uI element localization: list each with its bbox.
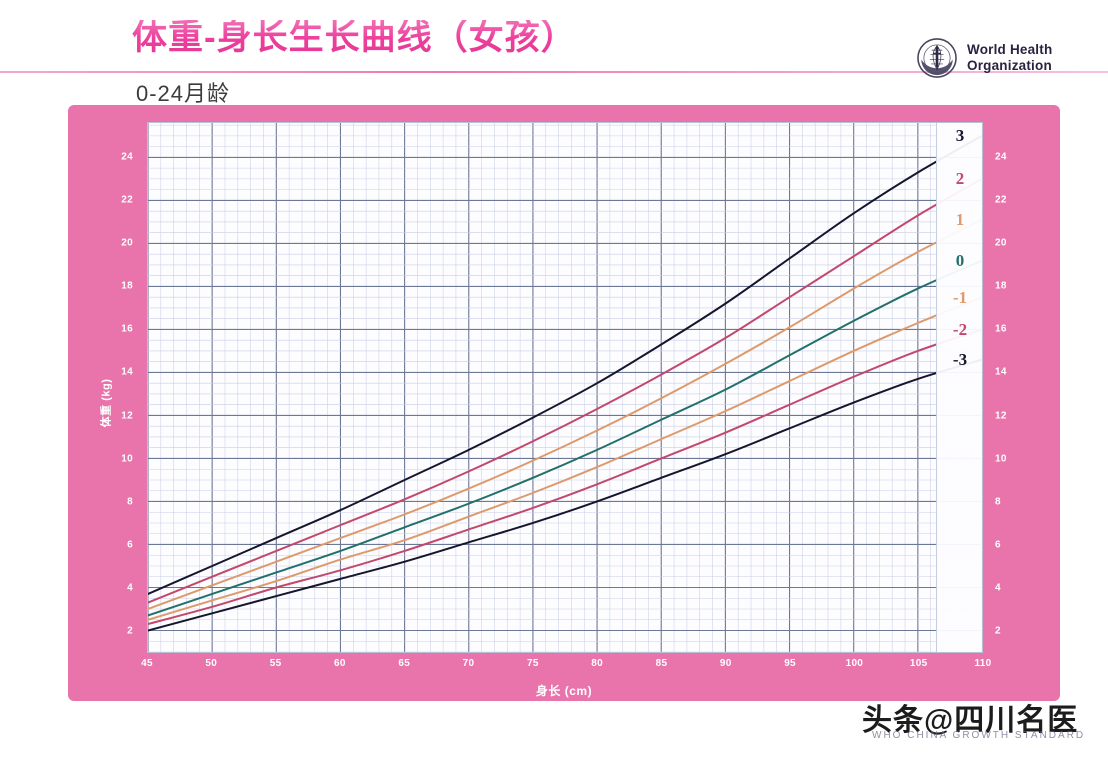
y-tick-right-20: 20 [995, 237, 1007, 249]
x-tick-80: 80 [591, 658, 604, 669]
y-tick-right-22: 22 [995, 194, 1007, 206]
x-tick-105: 105 [909, 658, 928, 669]
page-subtitle: 0-24月龄 [136, 81, 231, 106]
x-tick-65: 65 [398, 658, 411, 669]
x-tick-55: 55 [269, 658, 282, 669]
y-tick-right-16: 16 [995, 323, 1007, 335]
y-tick-left-12: 12 [121, 410, 133, 422]
curve-label-minus2: -2 [952, 320, 968, 340]
x-tick-60: 60 [334, 658, 346, 669]
y-tick-left-6: 6 [127, 539, 133, 551]
watermark-text: 头条@四川名医 [862, 704, 1079, 737]
y-tick-right-14: 14 [995, 366, 1007, 378]
y-tick-right-8: 8 [995, 496, 1001, 508]
y-tick-left-18: 18 [121, 280, 133, 292]
curve-label-1: 1 [955, 210, 965, 230]
x-tick-95: 95 [784, 658, 796, 669]
who-wordmark-line2: Organization [967, 58, 1052, 73]
y-tick-left-16: 16 [121, 323, 133, 335]
y-tick-right-12: 12 [995, 410, 1007, 422]
watermark-subtext: WHO CHINA GROWTH STANDARD [872, 730, 1086, 741]
page-title: 体重-身长生长曲线（女孩） [132, 18, 577, 57]
y-tick-left-2: 2 [127, 625, 133, 637]
y-axis-label: 体重 (kg) [100, 378, 113, 428]
y-tick-right-10: 10 [995, 453, 1007, 465]
x-axis-label: 身长 (cm) [535, 684, 593, 698]
chart-panel: 3 2 1 0 -1 -2 -3 2 4 6 8 10 12 14 16 18 20 22 24 2 4 6 8 10 12… [68, 105, 1060, 701]
who-emblem-icon [917, 38, 957, 78]
curve-label-2: 2 [955, 169, 965, 189]
y-tick-left-20: 20 [121, 237, 133, 249]
x-tick-110: 110 [974, 658, 992, 669]
growth-curve-minus3 [148, 358, 982, 632]
who-logo: World Health Organization [916, 37, 1052, 79]
sd-label-strip: 3 2 1 0 -1 -2 -3 [936, 123, 982, 652]
page-header: 体重-身长生长曲线（女孩） 0-24月龄 World Health Organi… [0, 0, 1108, 106]
y-tick-right-6: 6 [995, 539, 1001, 551]
y-tick-left-22: 22 [121, 194, 133, 206]
x-tick-70: 70 [462, 658, 475, 669]
x-tick-45: 45 [141, 658, 153, 669]
growth-curve-2 [148, 177, 982, 604]
y-tick-left-14: 14 [121, 366, 133, 378]
curve-label-3: 3 [955, 125, 965, 145]
growth-curves [148, 134, 982, 632]
growth-curve-3 [148, 134, 982, 595]
title-divider [0, 71, 1108, 73]
curve-label-minus3: -3 [952, 350, 968, 370]
who-wordmark: World Health Organization [967, 42, 1052, 74]
y-tick-left-4: 4 [127, 582, 133, 594]
x-tick-50: 50 [205, 658, 218, 669]
y-tick-left-10: 10 [121, 453, 133, 465]
curve-label-0: 0 [955, 251, 965, 271]
y-tick-left-8: 8 [127, 496, 133, 508]
x-tick-85: 85 [655, 658, 668, 669]
y-tick-right-4: 4 [995, 582, 1001, 594]
growth-curve-1 [148, 218, 982, 610]
y-tick-right-18: 18 [995, 280, 1007, 292]
x-tick-100: 100 [845, 658, 864, 669]
plot-area: 3 2 1 0 -1 -2 -3 [147, 122, 983, 653]
y-tick-right-2: 2 [995, 625, 1001, 637]
x-tick-90: 90 [719, 658, 732, 669]
who-wordmark-line1: World Health [967, 42, 1053, 58]
x-tick-75: 75 [526, 658, 539, 669]
grid-lines [148, 123, 982, 652]
growth-curve-minus2 [148, 328, 982, 626]
y-tick-right-24: 24 [995, 151, 1007, 163]
growth-curve-0 [148, 259, 982, 617]
curve-label-minus1: -1 [952, 287, 968, 307]
y-tick-left-24: 24 [121, 151, 133, 163]
growth-curve-minus1 [148, 296, 982, 621]
